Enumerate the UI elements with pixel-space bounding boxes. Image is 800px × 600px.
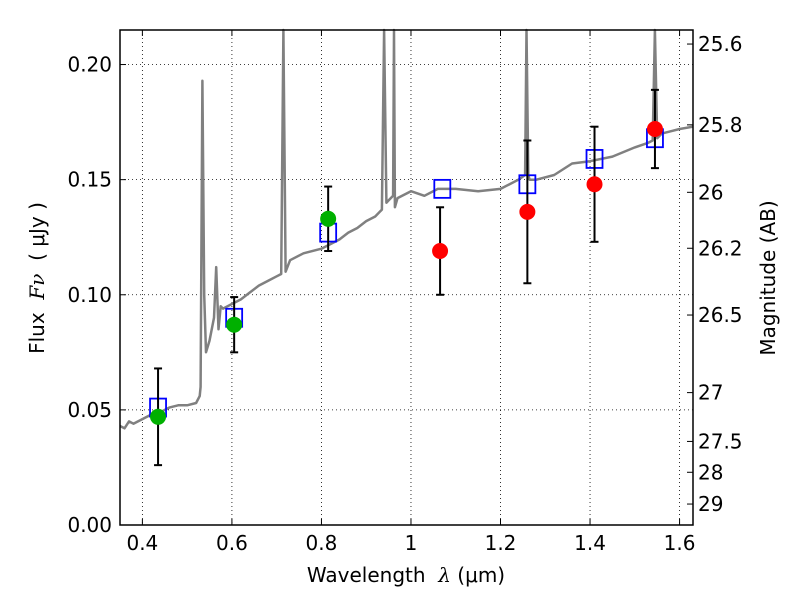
x-tick-label: 0.6 — [216, 531, 248, 555]
x-axis-label: Wavelength λ (μm) — [307, 563, 505, 587]
x-tick-label: 0.4 — [126, 531, 158, 555]
y-axis-label: Flux Fν ( μJy ) — [25, 202, 49, 354]
observed-point — [150, 408, 167, 425]
x-tick-label: 1.4 — [574, 531, 606, 555]
mag-tick-label: 29 — [698, 492, 723, 516]
y-tick-label: 0.15 — [67, 168, 112, 192]
x-tick-label: 1.6 — [664, 531, 696, 555]
plot-area — [119, 28, 694, 467]
observed-point — [586, 176, 603, 193]
mag-tick-label: 25.6 — [698, 32, 743, 56]
observed-point — [432, 243, 449, 260]
model-point — [433, 178, 452, 199]
y-tick-label: 0.05 — [67, 398, 112, 422]
model-spectrum-line — [119, 28, 694, 430]
axes-frame — [119, 29, 694, 526]
observed-point — [320, 210, 337, 227]
observed-point — [226, 316, 243, 333]
mag-tick-label: 27 — [698, 381, 723, 405]
axis-ticks: 0.4 0.6 0.8 1 1.2 1.4 1.6 0.00 0.05 0.10 0.15 0.20 2… — [67, 30, 743, 555]
mag-tick-label: 26.2 — [698, 236, 743, 260]
mag-tick-label: 26.5 — [698, 303, 743, 327]
observed-point — [519, 203, 536, 220]
x-tick-label: 0.8 — [306, 531, 338, 555]
y-tick-label: 0.20 — [67, 53, 112, 77]
y2-axis-label: Magnitude (AB) — [756, 200, 780, 355]
y-tick-label: 0.00 — [67, 513, 112, 537]
y-tick-label: 0.10 — [67, 283, 112, 307]
mag-tick-label: 27.5 — [698, 429, 743, 453]
x-tick-label: 1 — [405, 531, 418, 555]
mag-tick-label: 28 — [698, 460, 723, 484]
mag-tick-label: 26 — [698, 180, 723, 204]
grid — [120, 30, 693, 526]
observed-point — [646, 121, 663, 137]
x-tick-label: 1.2 — [485, 531, 517, 555]
mag-tick-label: 25.8 — [698, 113, 743, 137]
